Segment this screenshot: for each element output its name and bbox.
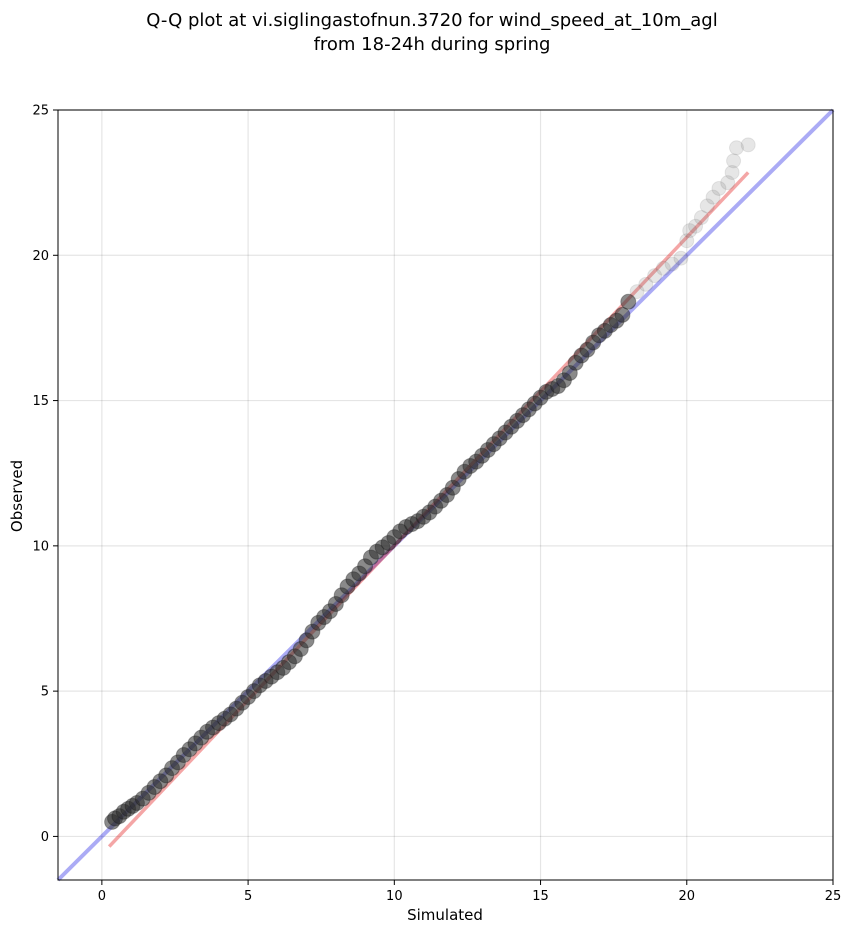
qq-point <box>740 137 756 153</box>
quantile-points <box>104 137 756 830</box>
qq-point <box>705 189 721 205</box>
x-tick-label: 25 <box>825 889 842 904</box>
x-tick-label: 0 <box>98 889 106 904</box>
y-axis-ticks: 0 5 10 15 20 25 <box>32 104 58 845</box>
plot-frame <box>57 109 834 881</box>
qq-point <box>724 164 740 180</box>
x-axis-ticks: 0 5 10 15 20 25 <box>98 880 842 904</box>
x-tick-label: 15 <box>532 889 549 904</box>
qq-point <box>711 180 727 196</box>
qq-point <box>664 256 680 272</box>
y-tick-label: 15 <box>32 394 49 409</box>
qq-point <box>688 218 704 234</box>
y-tick-label: 10 <box>32 539 49 554</box>
qq-point <box>638 276 654 292</box>
chart-title-line1: Q-Q plot at vi.siglingastofnun.3720 for … <box>146 10 717 31</box>
qq-point <box>620 293 637 310</box>
y-tick-label: 0 <box>41 830 49 845</box>
qq-point <box>655 260 671 276</box>
qq-point <box>614 306 631 323</box>
x-tick-label: 5 <box>244 889 252 904</box>
y-tick-label: 5 <box>41 685 49 700</box>
x-tick-label: 20 <box>679 889 696 904</box>
x-tick-label: 10 <box>386 889 403 904</box>
qq-point <box>728 140 744 156</box>
qq-point <box>699 198 715 214</box>
x-axis-label: Simulated <box>407 906 483 924</box>
chart-title-line2: from 18-24h during spring <box>314 34 551 55</box>
y-tick-label: 20 <box>32 249 49 264</box>
qq-point <box>647 268 663 284</box>
qq-point <box>720 175 736 191</box>
qq-point <box>726 153 742 169</box>
qq-point <box>679 233 695 249</box>
y-tick-label: 25 <box>32 104 49 119</box>
qq-point <box>693 210 709 226</box>
y-axis-label: Observed <box>8 460 26 532</box>
qq-point <box>629 284 645 300</box>
qq-point <box>673 250 689 266</box>
qq-point <box>682 223 698 239</box>
